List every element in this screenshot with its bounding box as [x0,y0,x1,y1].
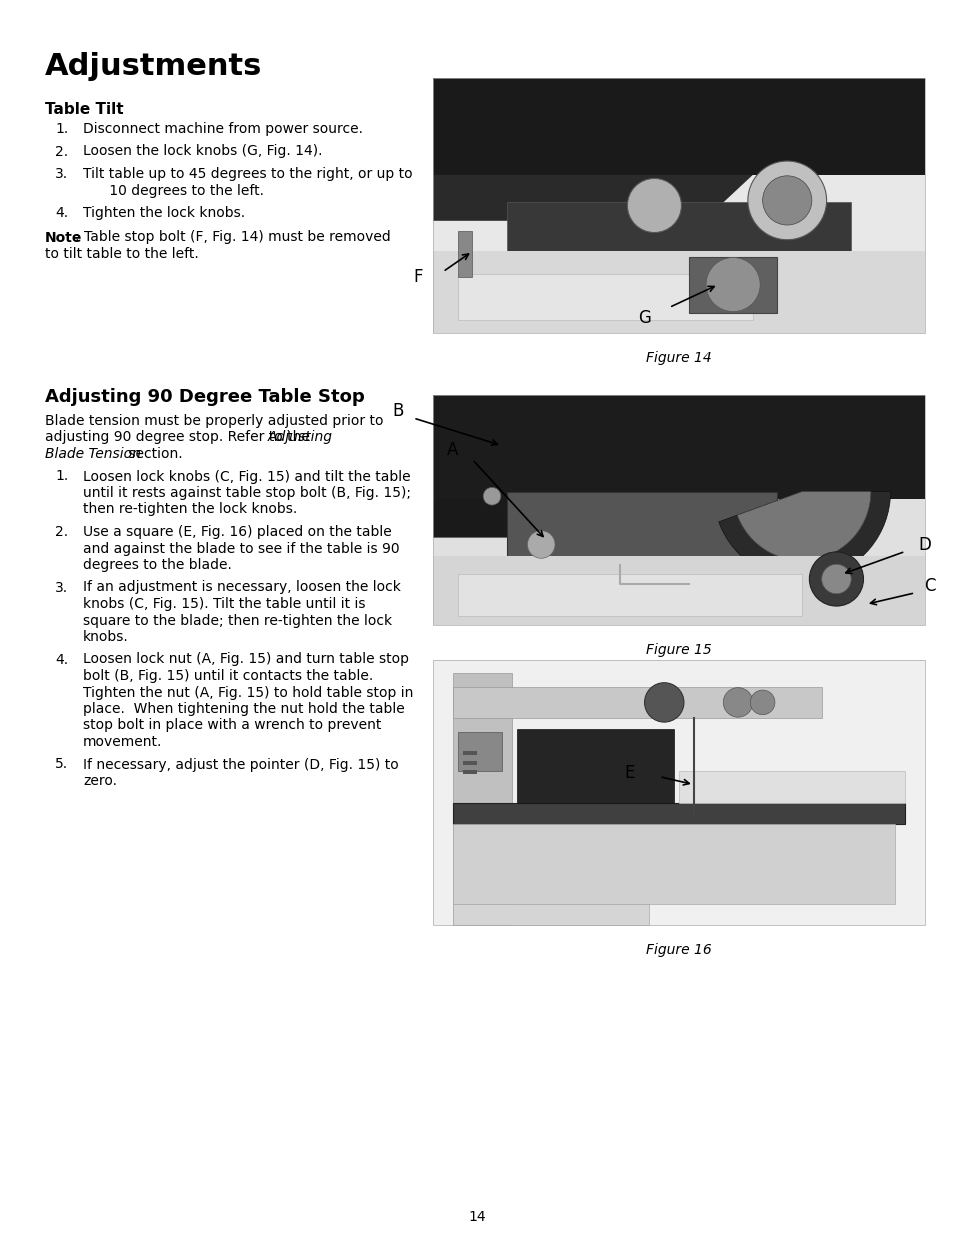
Text: then re-tighten the lock knobs.: then re-tighten the lock knobs. [83,503,297,516]
Polygon shape [433,175,752,221]
Text: G: G [638,309,650,327]
Bar [462,769,476,774]
Bar [506,492,777,561]
Text: : Table stop bolt (F, Fig. 14) must be removed: : Table stop bolt (F, Fig. 14) must be r… [75,231,391,245]
Text: 1.: 1. [55,469,69,483]
Circle shape [627,178,680,232]
Bar [457,274,752,320]
Wedge shape [737,492,870,561]
Text: B: B [393,403,404,420]
Bar [457,731,501,772]
Polygon shape [433,499,679,537]
Text: degrees to the blade.: degrees to the blade. [83,558,232,572]
Text: 3.: 3. [55,580,68,594]
Text: adjusting 90 degree stop. Refer to the: adjusting 90 degree stop. Refer to the [45,431,314,445]
Text: knobs.: knobs. [83,630,129,643]
Text: A: A [447,441,457,459]
Text: Use a square (E, Fig. 16) placed on the table: Use a square (E, Fig. 16) placed on the … [83,525,392,538]
Circle shape [750,690,774,715]
Bar [453,824,895,904]
Text: Loosen the lock knobs (G, Fig. 14).: Loosen the lock knobs (G, Fig. 14). [83,144,322,158]
Bar [433,78,924,333]
Text: 2.: 2. [55,144,68,158]
Text: stop bolt in place with a wrench to prevent: stop bolt in place with a wrench to prev… [83,719,381,732]
Bar [433,395,924,625]
Text: 2.: 2. [55,525,68,538]
Text: Table Tilt: Table Tilt [45,103,124,117]
Text: to tilt table to the left.: to tilt table to the left. [45,247,198,261]
Circle shape [821,564,850,594]
Text: section.: section. [124,447,182,461]
Text: Blade Tension: Blade Tension [45,447,141,461]
Circle shape [722,688,752,718]
Bar [433,556,924,625]
Bar [679,772,904,803]
Circle shape [761,175,811,225]
Bar [506,201,850,264]
Text: knobs (C, Fig. 15). Tilt the table until it is: knobs (C, Fig. 15). Tilt the table until… [83,597,365,611]
Wedge shape [718,492,890,580]
Bar [433,395,924,499]
Text: Disconnect machine from power source.: Disconnect machine from power source. [83,122,363,136]
Text: 4.: 4. [55,652,68,667]
Circle shape [705,257,760,311]
Text: 5.: 5. [55,757,68,772]
Bar [433,395,924,625]
Text: Blade tension must be properly adjusted prior to: Blade tension must be properly adjusted … [45,414,383,429]
Text: and against the blade to see if the table is 90: and against the blade to see if the tabl… [83,541,399,556]
Bar [433,659,924,925]
Bar [433,659,924,925]
Text: 4.: 4. [55,206,68,220]
Text: Figure 14: Figure 14 [645,351,711,366]
Text: F: F [413,268,422,285]
Bar [433,78,924,175]
Bar [453,904,649,925]
Text: Loosen lock knobs (C, Fig. 15) and tilt the table: Loosen lock knobs (C, Fig. 15) and tilt … [83,469,410,483]
Text: 14: 14 [468,1210,485,1224]
Text: Figure 15: Figure 15 [645,643,711,657]
Text: Adjustments: Adjustments [45,52,262,82]
Circle shape [747,161,825,240]
Bar [517,729,674,803]
Bar [453,673,511,925]
Text: Loosen lock nut (A, Fig. 15) and turn table stop: Loosen lock nut (A, Fig. 15) and turn ta… [83,652,409,667]
Text: 10 degrees to the left.: 10 degrees to the left. [83,184,264,198]
Text: bolt (B, Fig. 15) until it contacts the table.: bolt (B, Fig. 15) until it contacts the … [83,669,373,683]
Text: place.  When tightening the nut hold the table: place. When tightening the nut hold the … [83,701,404,716]
Text: square to the blade; then re-tighten the lock: square to the blade; then re-tighten the… [83,614,392,627]
Text: Adjusting 90 Degree Table Stop: Adjusting 90 Degree Table Stop [45,388,364,406]
Bar [457,574,801,616]
Text: until it rests against table stop bolt (B, Fig. 15);: until it rests against table stop bolt (… [83,487,411,500]
Text: 3.: 3. [55,167,68,182]
Circle shape [527,531,555,558]
Bar [433,252,924,333]
Text: Adjusting: Adjusting [268,431,333,445]
Bar [453,687,821,719]
Text: Tighten the lock knobs.: Tighten the lock knobs. [83,206,245,220]
Circle shape [482,488,500,505]
Text: zero.: zero. [83,774,117,788]
Bar [433,78,924,333]
Bar [457,231,472,277]
Text: If an adjustment is necessary, loosen the lock: If an adjustment is necessary, loosen th… [83,580,400,594]
Bar [453,803,904,824]
Text: Tilt table up to 45 degrees to the right, or up to: Tilt table up to 45 degrees to the right… [83,167,413,182]
Circle shape [808,552,862,606]
Text: E: E [624,763,635,782]
Bar [462,761,476,764]
Text: Note: Note [45,231,82,245]
Circle shape [644,683,683,722]
Text: 1.: 1. [55,122,69,136]
Text: C: C [923,577,935,595]
Text: D: D [918,536,930,553]
Text: Figure 16: Figure 16 [645,944,711,957]
Bar [688,257,777,312]
Text: If necessary, adjust the pointer (D, Fig. 15) to: If necessary, adjust the pointer (D, Fig… [83,757,398,772]
Text: Tighten the nut (A, Fig. 15) to hold table stop in: Tighten the nut (A, Fig. 15) to hold tab… [83,685,413,699]
Bar [462,751,476,756]
Text: movement.: movement. [83,735,162,748]
